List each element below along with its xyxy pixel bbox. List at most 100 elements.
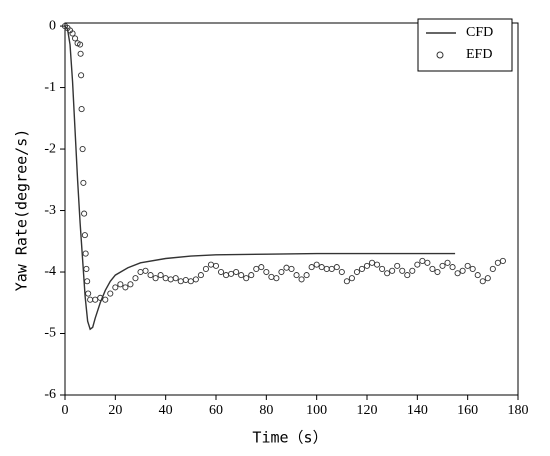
- data-point: [268, 273, 275, 280]
- data-point: [308, 264, 315, 271]
- data-point: [263, 268, 270, 276]
- data-point: [253, 265, 260, 273]
- data-point: [182, 276, 189, 284]
- legend-label: CFD: [466, 25, 493, 40]
- data-point: [328, 265, 335, 273]
- data-point: [78, 72, 85, 79]
- data-point: [323, 265, 330, 273]
- data-point: [107, 290, 114, 297]
- data-point: [358, 265, 366, 273]
- data-point: [439, 262, 446, 269]
- x-tick-label: 180: [508, 403, 529, 418]
- data-point: [147, 272, 154, 279]
- data-point: [283, 264, 290, 271]
- data-point: [384, 270, 391, 277]
- data-point: [248, 272, 255, 279]
- y-tick-label: -4: [44, 264, 56, 279]
- data-point: [162, 275, 169, 282]
- data-point: [87, 296, 94, 303]
- data-point: [80, 179, 87, 186]
- data-point: [499, 257, 506, 265]
- data-point: [223, 272, 230, 279]
- x-tick-label: 120: [357, 403, 378, 418]
- data-point: [399, 267, 406, 274]
- data-point: [117, 281, 124, 288]
- data-point: [177, 278, 184, 285]
- x-tick-label: 0: [62, 403, 69, 418]
- data-point: [187, 278, 194, 285]
- data-point: [434, 268, 441, 276]
- data-point: [394, 262, 401, 269]
- data-point: [212, 262, 220, 269]
- data-point: [454, 270, 461, 277]
- data-point: [474, 272, 481, 279]
- data-point: [459, 267, 466, 274]
- data-point: [78, 106, 85, 113]
- data-point: [79, 145, 86, 153]
- data-point: [172, 275, 179, 282]
- data-point: [333, 264, 340, 271]
- data-point: [318, 264, 325, 271]
- data-point: [419, 257, 426, 265]
- data-point: [313, 261, 320, 268]
- data-point: [449, 264, 456, 271]
- data-point: [303, 272, 310, 279]
- data-point: [424, 259, 431, 266]
- data-point: [258, 264, 265, 271]
- data-point: [192, 276, 199, 283]
- data-point: [102, 296, 109, 303]
- y-tick-label: 0: [49, 18, 56, 33]
- data-point: [363, 262, 371, 269]
- y-tick-label: -6: [44, 387, 56, 402]
- data-point: [137, 268, 144, 276]
- data-point: [92, 296, 99, 303]
- data-point: [374, 261, 381, 268]
- data-point: [122, 284, 129, 291]
- y-tick-label: -2: [44, 141, 56, 156]
- data-point: [127, 281, 134, 288]
- legend-label: EFD: [466, 47, 492, 62]
- data-point: [81, 232, 88, 239]
- data-point: [233, 268, 240, 276]
- x-axis-title: Time（s）: [252, 429, 327, 447]
- data-point: [243, 275, 250, 282]
- data-point: [444, 259, 451, 266]
- x-tick-label: 80: [259, 403, 273, 418]
- x-tick-label: 60: [209, 403, 223, 418]
- data-point: [298, 276, 305, 283]
- data-point: [489, 265, 496, 273]
- data-point: [217, 268, 225, 276]
- legend-marker: [436, 51, 444, 59]
- x-tick-label: 40: [159, 403, 173, 418]
- y-tick-label: -3: [44, 203, 56, 218]
- data-point: [379, 265, 386, 273]
- data-point: [368, 259, 376, 266]
- data-point: [84, 278, 91, 285]
- data-point: [343, 278, 350, 285]
- plot-frame: [64, 22, 519, 396]
- data-point: [293, 272, 300, 279]
- data-point: [414, 261, 421, 268]
- data-point: [81, 210, 88, 217]
- data-point: [157, 272, 164, 279]
- data-point: [69, 30, 76, 37]
- x-tick-label: 20: [108, 403, 122, 418]
- data-point: [72, 35, 79, 42]
- data-point: [484, 275, 491, 282]
- data-point: [404, 272, 411, 279]
- data-point: [429, 265, 436, 273]
- data-line: [64, 25, 456, 331]
- y-tick-label: -1: [44, 80, 56, 95]
- x-tick-label: 140: [407, 403, 428, 418]
- data-point: [273, 275, 280, 282]
- data-point: [85, 290, 92, 297]
- data-point: [278, 268, 285, 276]
- data-point: [142, 267, 149, 274]
- data-point: [469, 265, 476, 273]
- data-point: [238, 272, 245, 279]
- data-point: [494, 259, 501, 266]
- y-axis-title: Yaw Rate(degree/s): [13, 129, 31, 292]
- data-point: [228, 270, 235, 277]
- data-point: [207, 261, 215, 268]
